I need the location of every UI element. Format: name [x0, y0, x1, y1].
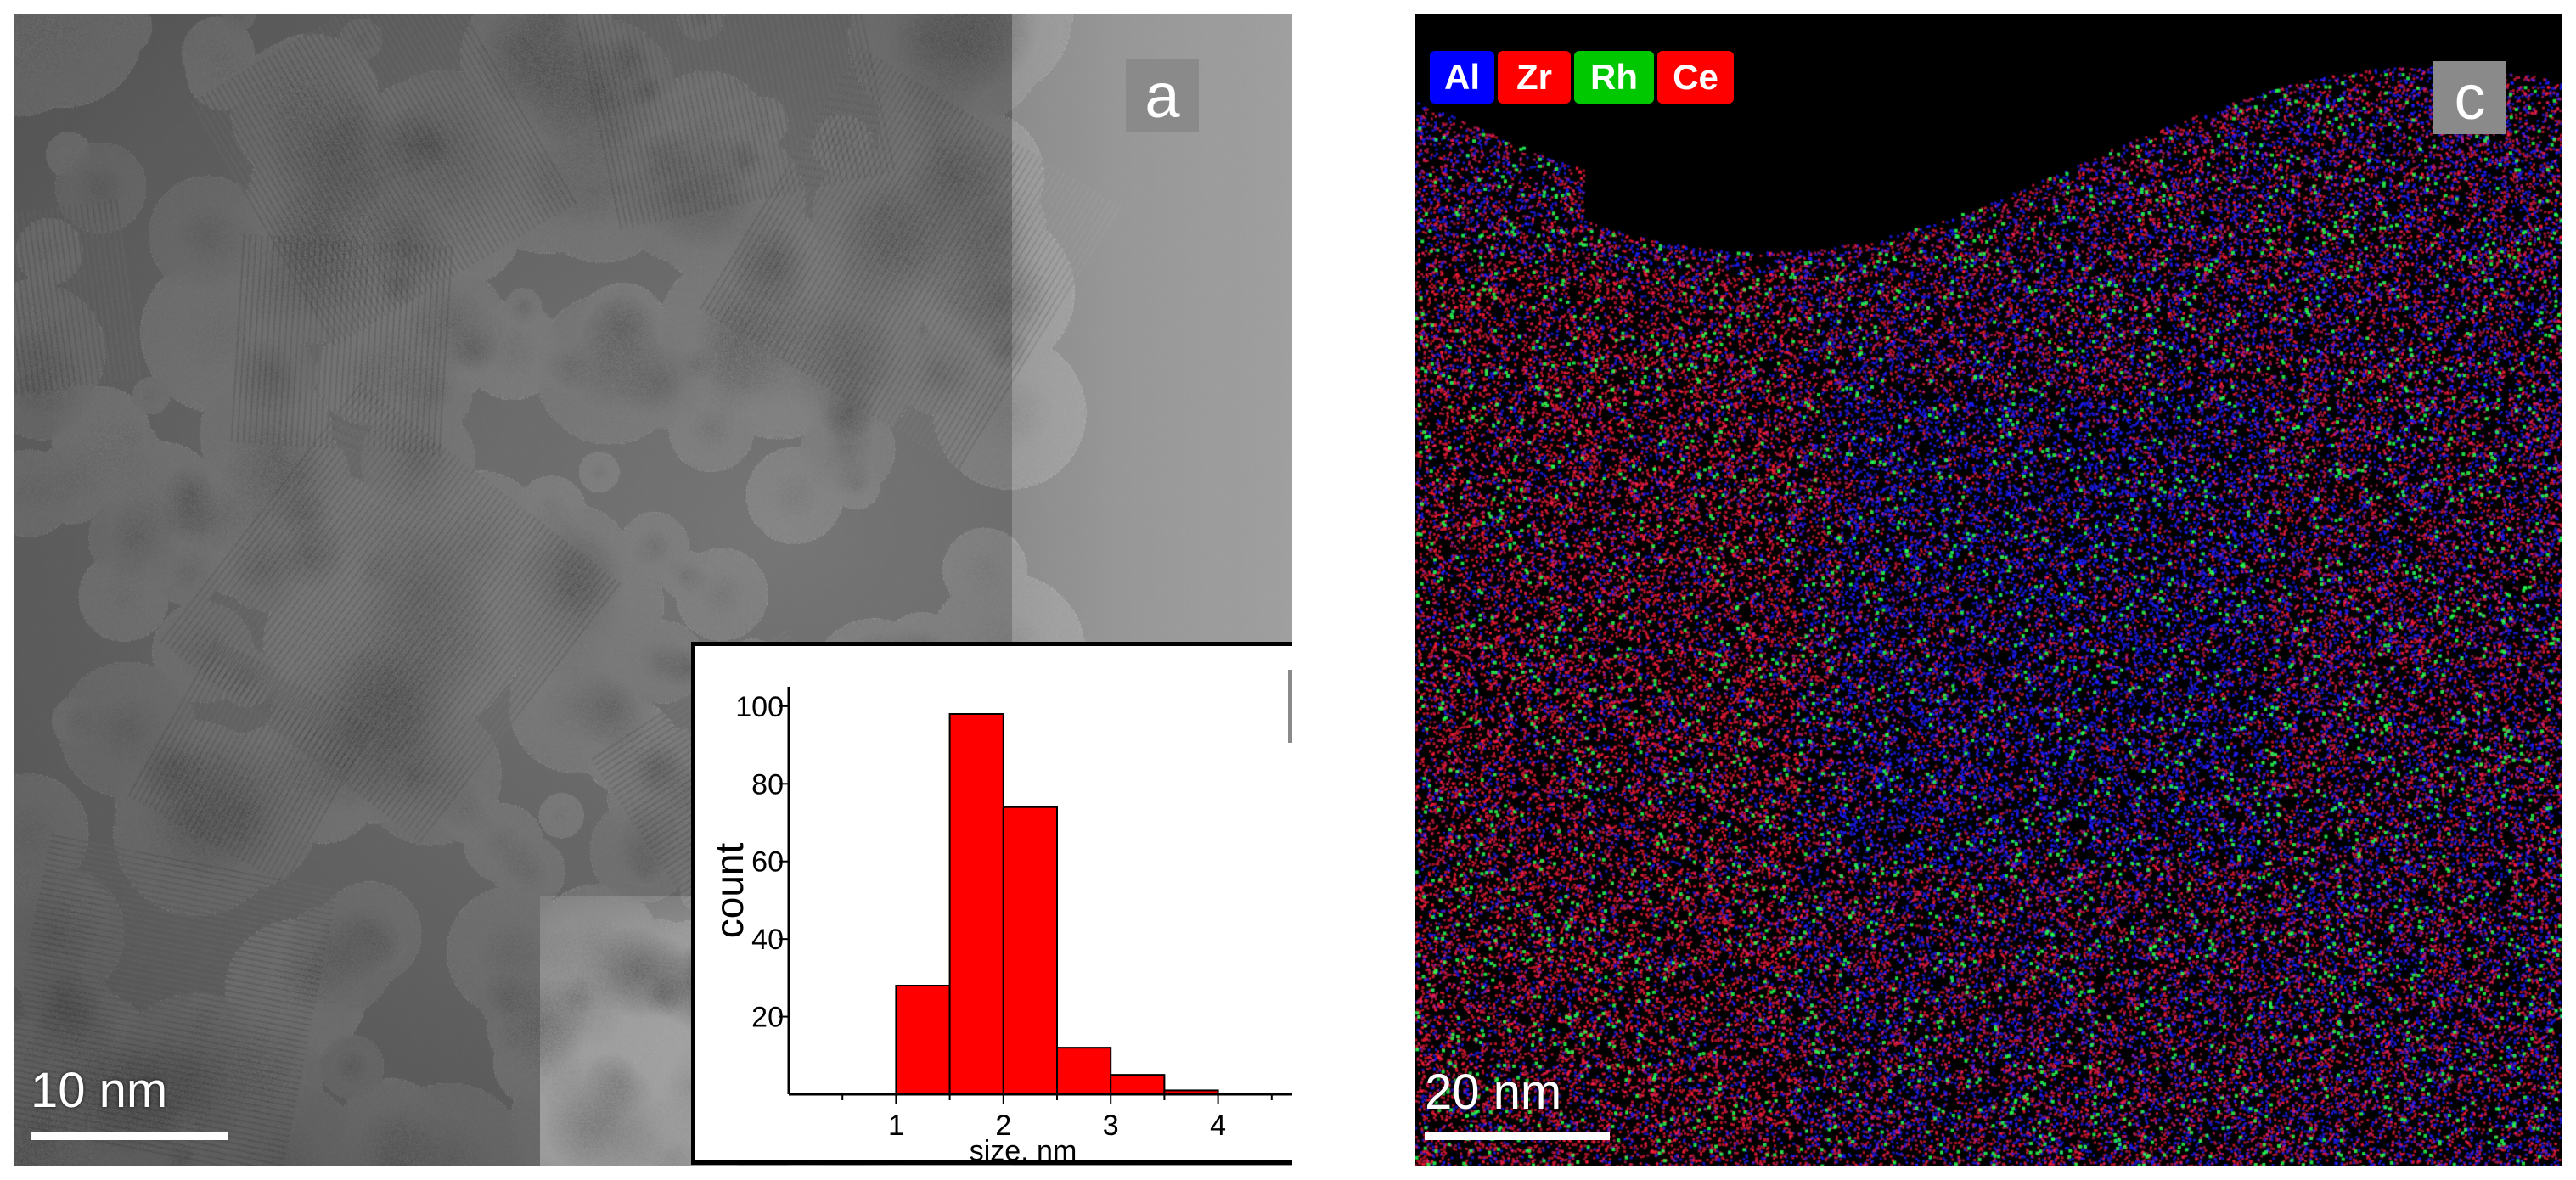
scale-bar-a [31, 1132, 228, 1140]
y-tick-label: 40 [751, 924, 784, 956]
legend-chip-zr: Zr [1498, 51, 1571, 104]
scale-bar-label-a: 10 nm [31, 1063, 168, 1118]
legend-chip-al: Al [1430, 51, 1494, 104]
edx-map-panel-c: Al Zr Rh Ce c 20 nm [1415, 14, 2562, 1166]
histogram-bar [1110, 1074, 1166, 1095]
histogram-bar [948, 713, 1004, 1095]
x-tick-label: 1 [888, 1110, 904, 1142]
histogram-bar [895, 985, 951, 1095]
scale-bar-label-c: 20 nm [1425, 1065, 1562, 1120]
panel-letter-c: c [2433, 61, 2506, 134]
histogram-bar [1163, 1089, 1219, 1096]
edx-map-texture [1415, 14, 2562, 1166]
histogram-bar [1002, 806, 1058, 1095]
y-tick-label: 80 [751, 768, 784, 801]
x-tick-label: 2 [995, 1110, 1011, 1142]
y-tick-label: 100 [735, 691, 784, 723]
x-axis-title: size, nm [970, 1135, 1077, 1160]
y-axis-title: count [707, 843, 751, 939]
x-tick-label: 4 [1210, 1110, 1226, 1142]
legend-chip-rh: Rh [1574, 51, 1654, 104]
histogram-bar [1056, 1047, 1112, 1095]
scale-bar-c [1425, 1132, 1610, 1140]
panel-letter-b: b [1288, 670, 1292, 743]
legend-chip-ce: Ce [1657, 51, 1734, 104]
y-tick-label: 20 [751, 1002, 784, 1034]
panel-letter-a: a [1126, 59, 1199, 132]
y-tick-label: 60 [751, 846, 784, 879]
x-tick-label: 3 [1103, 1110, 1119, 1142]
